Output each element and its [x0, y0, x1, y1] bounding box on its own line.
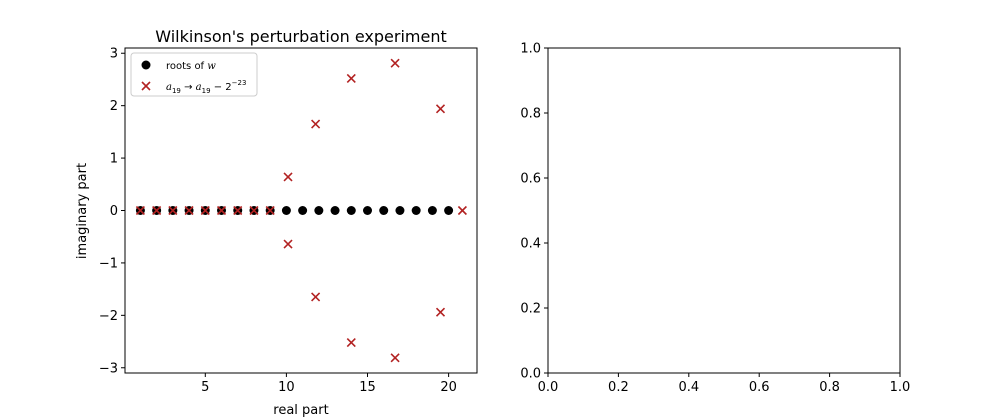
perturbed-root-point: [346, 73, 356, 83]
right-x-tick-label: 1.0: [890, 380, 911, 395]
right-axes: 0.0 0.2 0.4 0.6 0.8 1.0 0.0 0.2 0.4 0.6 0.8 1.0: [520, 42, 910, 396]
right-x-tick-label: 0.8: [819, 380, 840, 395]
left-x-tick-label: 20: [440, 380, 457, 395]
left-y-axis-ticks: −3 −2 −1 0 1 2 3: [99, 47, 125, 376]
right-x-tick-label: 0.6: [749, 380, 770, 395]
left-y-tick-label: 1: [110, 152, 118, 167]
right-y-tick-label: 0.4: [520, 237, 541, 252]
legend-box: [130, 52, 258, 97]
left-y-tick-label: −3: [99, 361, 118, 376]
perturbed-root-point: [435, 307, 446, 317]
left-y-axis-label: imaginary part: [75, 163, 90, 259]
legend: roots of w a19 → a19 − 2−23: [130, 52, 258, 97]
root-point: [363, 206, 373, 215]
perturbed-root-point: [390, 58, 400, 68]
right-y-axis-ticks: 0.0 0.2 0.4 0.6 0.8 1.0: [520, 42, 548, 382]
left-x-axis-ticks: 5 10 15 20: [201, 373, 457, 395]
left-plot-area: [135, 58, 467, 363]
root-point: [346, 206, 356, 215]
perturbed-root-point: [265, 205, 275, 216]
right-y-tick-label: 0.6: [520, 172, 541, 187]
perturbed-root-point: [435, 104, 446, 114]
root-point: [330, 206, 340, 215]
perturbed-root-point: [283, 239, 293, 249]
root-point: [281, 206, 291, 215]
left-y-tick-label: 2: [110, 99, 118, 114]
perturbed-root-point: [311, 292, 321, 302]
left-x-tick-label: 15: [359, 380, 376, 395]
legend-label-perturbed: a19 → a19 − 2−23: [166, 79, 246, 95]
left-y-tick-label: −1: [99, 256, 118, 271]
legend-marker-roots: [141, 60, 151, 70]
right-y-tick-label: 0.2: [520, 302, 541, 317]
right-axes-frame: [547, 47, 901, 374]
perturbed-root-point: [457, 205, 467, 216]
perturbed-root-point: [200, 205, 210, 216]
left-x-tick-label: 5: [201, 380, 209, 395]
right-x-axis-ticks: 0.0 0.2 0.4 0.6 0.8 1.0: [538, 373, 911, 395]
right-x-tick-label: 0.4: [678, 380, 699, 395]
root-point: [314, 206, 324, 215]
perturbed-root-point: [168, 205, 178, 216]
perturbed-root-point: [233, 205, 243, 216]
root-point: [395, 206, 405, 215]
root-point: [411, 206, 421, 215]
legend-label-roots: roots of w: [166, 61, 216, 72]
left-y-tick-label: 3: [110, 47, 118, 62]
perturbed-root-point: [152, 205, 162, 216]
perturbed-root-point: [249, 205, 259, 216]
right-y-tick-label: 0.0: [520, 367, 541, 382]
root-point: [444, 206, 454, 215]
perturbed-root-point: [346, 338, 356, 348]
perturbed-root-point: [216, 205, 227, 216]
left-chart-title: Wilkinson's perturbation experiment: [155, 27, 446, 46]
root-point: [298, 206, 308, 215]
right-y-tick-label: 0.8: [520, 107, 541, 122]
left-x-tick-label: 10: [278, 380, 295, 395]
left-y-tick-label: −2: [99, 309, 118, 324]
left-axes: Wilkinson's perturbation experiment 5 10 1…: [75, 27, 478, 418]
right-x-tick-label: 0.2: [608, 380, 629, 395]
left-y-tick-label: 0: [110, 204, 118, 219]
perturbed-root-point: [283, 172, 293, 182]
root-point: [379, 206, 389, 215]
legend-marker-perturbed: [141, 81, 151, 91]
right-x-tick-label: 0.0: [538, 380, 559, 395]
root-point: [427, 206, 437, 215]
perturbed-root-point: [311, 119, 321, 129]
right-y-tick-label: 1.0: [520, 42, 541, 57]
perturbed-root-point: [184, 205, 194, 216]
perturbed-root-point: [390, 353, 400, 363]
left-x-axis-label: real part: [273, 403, 328, 418]
perturbed-root-point: [135, 205, 145, 216]
